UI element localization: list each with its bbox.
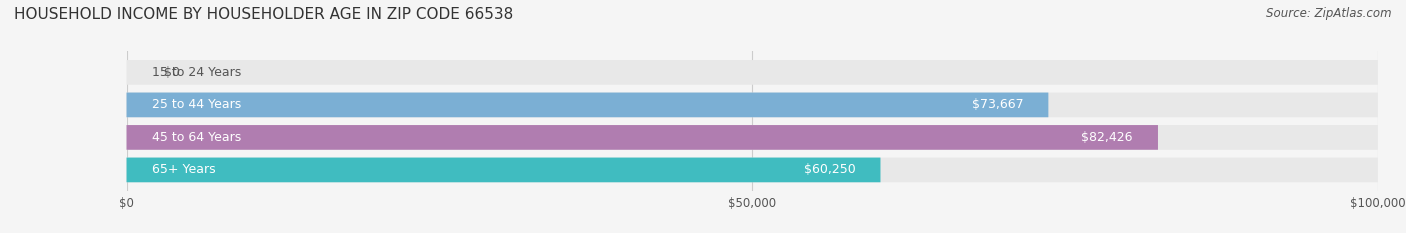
- FancyBboxPatch shape: [127, 125, 1378, 150]
- Text: 15 to 24 Years: 15 to 24 Years: [152, 66, 240, 79]
- Text: HOUSEHOLD INCOME BY HOUSEHOLDER AGE IN ZIP CODE 66538: HOUSEHOLD INCOME BY HOUSEHOLDER AGE IN Z…: [14, 7, 513, 22]
- Text: Source: ZipAtlas.com: Source: ZipAtlas.com: [1267, 7, 1392, 20]
- Text: $0: $0: [165, 66, 180, 79]
- FancyBboxPatch shape: [127, 158, 1378, 182]
- Text: $60,250: $60,250: [804, 163, 855, 176]
- FancyBboxPatch shape: [127, 158, 880, 182]
- FancyBboxPatch shape: [127, 93, 1378, 117]
- Text: 25 to 44 Years: 25 to 44 Years: [152, 98, 240, 111]
- Text: 45 to 64 Years: 45 to 64 Years: [152, 131, 240, 144]
- Text: $73,667: $73,667: [972, 98, 1024, 111]
- FancyBboxPatch shape: [127, 60, 1378, 85]
- Text: 65+ Years: 65+ Years: [152, 163, 215, 176]
- Text: $82,426: $82,426: [1081, 131, 1133, 144]
- FancyBboxPatch shape: [127, 125, 1159, 150]
- FancyBboxPatch shape: [127, 93, 1049, 117]
